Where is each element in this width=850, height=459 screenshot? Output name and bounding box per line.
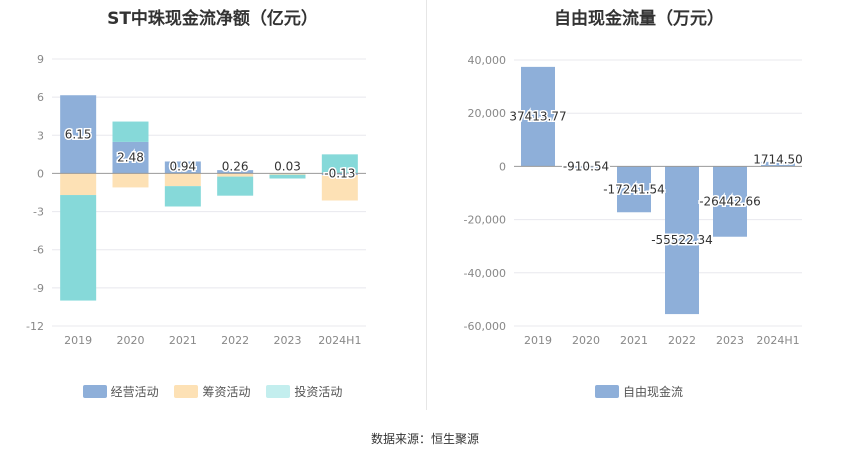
bar xyxy=(60,195,97,301)
bar xyxy=(217,176,254,196)
data-label: -910.54 xyxy=(563,159,609,173)
x-tick-label: 2020 xyxy=(117,334,145,347)
bar xyxy=(112,173,149,188)
bar xyxy=(112,121,149,142)
chart-title: ST中珠现金流净额（亿元） xyxy=(107,9,318,29)
legend-item-free-cash-flow[interactable]: 自由现金流 xyxy=(594,383,683,400)
data-label: 2.48 xyxy=(117,151,144,165)
legend-label: 自由现金流 xyxy=(622,385,683,399)
bar xyxy=(665,166,699,315)
y-tick-label: 3 xyxy=(37,129,44,142)
data-source: 数据来源：恒生聚源 xyxy=(370,432,479,446)
legend-swatch xyxy=(266,385,291,398)
y-tick-label: -60,000 xyxy=(464,320,506,333)
legend-label: 经营活动 xyxy=(110,385,159,399)
y-tick-label: 6 xyxy=(37,91,44,104)
y-tick-label: -40,000 xyxy=(464,267,506,280)
y-tick-label: -3 xyxy=(33,206,44,219)
legend: 经营活动 筹资活动 投资活动 xyxy=(0,383,425,400)
y-tick-label: -6 xyxy=(33,244,44,257)
bar xyxy=(321,154,358,174)
x-tick-label: 2020 xyxy=(572,334,600,347)
legend-item-operating[interactable]: 经营活动 xyxy=(82,383,159,400)
x-tick-label: 2019 xyxy=(524,334,552,347)
bar xyxy=(269,174,306,179)
bar xyxy=(164,173,201,187)
data-label: -0.13 xyxy=(324,166,355,180)
x-tick-label: 2021 xyxy=(620,334,648,347)
x-tick-label: 2022 xyxy=(221,334,249,347)
y-tick-label: 9 xyxy=(37,53,44,66)
panel-divider xyxy=(426,0,427,410)
bar xyxy=(617,166,651,213)
y-tick-label: 20,000 xyxy=(468,107,507,120)
y-tick-label: -12 xyxy=(26,320,44,333)
bar xyxy=(112,141,149,174)
x-tick-label: 2023 xyxy=(274,334,302,347)
bar xyxy=(164,186,201,207)
bar xyxy=(761,161,795,167)
y-tick-label: -20,000 xyxy=(464,214,506,227)
bar xyxy=(321,173,358,176)
chart-title: 自由现金流量（万元） xyxy=(554,9,724,29)
y-tick-label: 40,000 xyxy=(468,54,507,67)
data-label: 37413.77 xyxy=(509,110,566,124)
bar xyxy=(521,66,555,167)
cash-flow-net-panel: ST中珠现金流净额（亿元） 9 6 3 0 -3 -6 -9 -12 2019 2020 2021 2… xyxy=(0,0,425,410)
bar xyxy=(164,161,201,174)
free-cash-flow-chart: 40,000 20,000 0 -20,000 -40,000 -60,000 2019 20… xyxy=(464,54,805,347)
data-label: -55522.34 xyxy=(651,233,713,247)
bar xyxy=(269,173,306,175)
x-tick-label: 2024H1 xyxy=(756,334,799,347)
x-tick-label: 2022 xyxy=(668,334,696,347)
legend-label: 投资活动 xyxy=(294,385,343,399)
bar xyxy=(713,166,747,237)
data-label: 1714.50 xyxy=(753,152,803,166)
legend-swatch xyxy=(594,385,619,398)
bar xyxy=(321,175,358,201)
bar xyxy=(60,95,97,174)
bar xyxy=(217,173,254,177)
legend-item-investing[interactable]: 投资活动 xyxy=(266,383,342,400)
bar xyxy=(569,166,603,169)
free-cash-flow-panel: 自由现金流量（万元） 40,000 20,000 0 -20,000 -40,000 -6… xyxy=(428,0,850,410)
bar xyxy=(60,173,97,196)
y-tick-label: 0 xyxy=(37,167,44,180)
legend-swatch xyxy=(82,385,107,398)
data-label: 0.26 xyxy=(222,159,249,173)
y-tick-label: 0 xyxy=(499,160,506,173)
y-tick-label: -9 xyxy=(33,282,44,295)
legend: 自由现金流 xyxy=(428,383,850,400)
cash-flow-net-chart: 9 6 3 0 -3 -6 -9 -12 2019 2020 2021 2022 2023 2024H1 6… xyxy=(26,53,366,347)
x-tick-label: 2024H1 xyxy=(318,334,361,347)
data-label: 0.94 xyxy=(169,159,196,173)
legend-item-financing[interactable]: 筹资活动 xyxy=(174,383,251,400)
data-label: 6.15 xyxy=(65,127,92,141)
x-tick-label: 2019 xyxy=(64,334,92,347)
bar xyxy=(217,170,254,174)
data-label: -17241.54 xyxy=(603,182,665,196)
x-tick-label: 2023 xyxy=(716,334,744,347)
data-label: 0.03 xyxy=(274,159,301,173)
x-tick-label: 2021 xyxy=(169,334,197,347)
legend-swatch xyxy=(174,385,199,398)
data-label: -26442.66 xyxy=(699,195,761,209)
legend-label: 筹资活动 xyxy=(202,385,251,399)
